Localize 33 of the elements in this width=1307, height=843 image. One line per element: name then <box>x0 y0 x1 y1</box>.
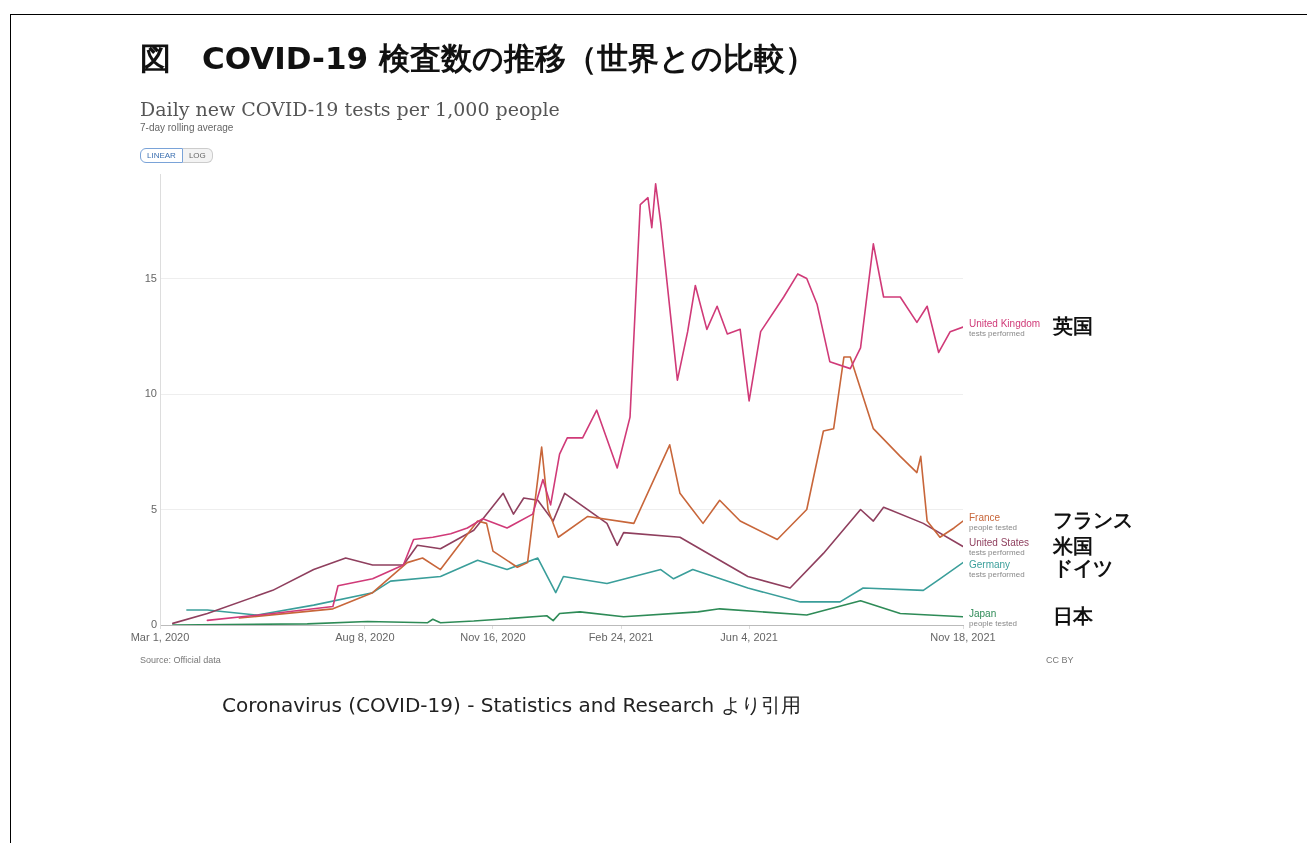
text: ドイツ <box>1053 555 1113 580</box>
series-label: Germany <box>969 559 1011 571</box>
text: tests performed <box>969 329 1025 339</box>
series-label: United Kingdom <box>969 318 1041 330</box>
x-tick-label: Aug 8, 2020 <box>335 630 395 643</box>
text: フランス <box>1053 508 1133 533</box>
x-tick-label: Mar 1, 2020 <box>130 630 190 643</box>
x-tick-label: Feb 24, 2021 <box>588 630 654 643</box>
y-tick-label: 0 <box>150 618 157 631</box>
series-label: United States <box>969 537 1030 549</box>
text: CC BY <box>1046 655 1074 665</box>
text: people tested <box>969 523 1018 533</box>
text: 日本 <box>1053 603 1094 628</box>
y-tick-label: 15 <box>144 271 157 284</box>
scale-toggle-button: LOG <box>182 148 213 163</box>
x-tick-label: Nov 16, 2020 <box>460 630 526 643</box>
series-label: Japan <box>969 607 997 619</box>
text: 英国 <box>1052 314 1093 339</box>
chart-subtitle: Daily new COVID-19 tests per 1,000 people <box>140 98 560 120</box>
text: tests performed <box>969 548 1025 558</box>
chart-title: 図 COVID-19 検査数の推移（世界との比較） <box>140 39 816 78</box>
y-tick-label: 10 <box>144 387 157 400</box>
text: 7-day rolling average <box>140 122 234 133</box>
x-tick-label: Nov 18, 2021 <box>930 630 996 643</box>
series-label: France <box>969 512 1001 524</box>
text: Coronavirus (COVID-19) - Statistics and Research より引用 <box>222 692 801 719</box>
scale-toggle-button: LINEAR <box>140 148 183 163</box>
text: people tested <box>969 618 1018 628</box>
y-tick-label: 5 <box>150 502 157 515</box>
source-note: Source: Official data <box>140 655 221 665</box>
text: tests performed <box>969 570 1025 580</box>
x-tick-label: Jun 4, 2021 <box>720 630 778 643</box>
text: 米国 <box>1052 533 1093 558</box>
